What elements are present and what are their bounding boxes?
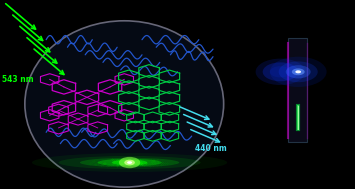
Text: 543 nm: 543 nm (2, 75, 33, 84)
Ellipse shape (112, 160, 147, 165)
Ellipse shape (25, 21, 224, 187)
Bar (288, 38, 307, 142)
Circle shape (286, 65, 311, 78)
Circle shape (263, 62, 298, 81)
Circle shape (256, 59, 305, 85)
Ellipse shape (98, 159, 162, 166)
Circle shape (119, 157, 140, 168)
Circle shape (292, 68, 305, 75)
Circle shape (270, 57, 327, 87)
Ellipse shape (59, 156, 201, 169)
Circle shape (124, 160, 135, 165)
Text: 440 nm: 440 nm (195, 144, 227, 153)
Circle shape (127, 161, 132, 164)
Circle shape (295, 70, 301, 73)
Ellipse shape (32, 153, 227, 172)
Circle shape (270, 66, 291, 77)
Circle shape (279, 61, 318, 82)
Ellipse shape (80, 158, 179, 167)
